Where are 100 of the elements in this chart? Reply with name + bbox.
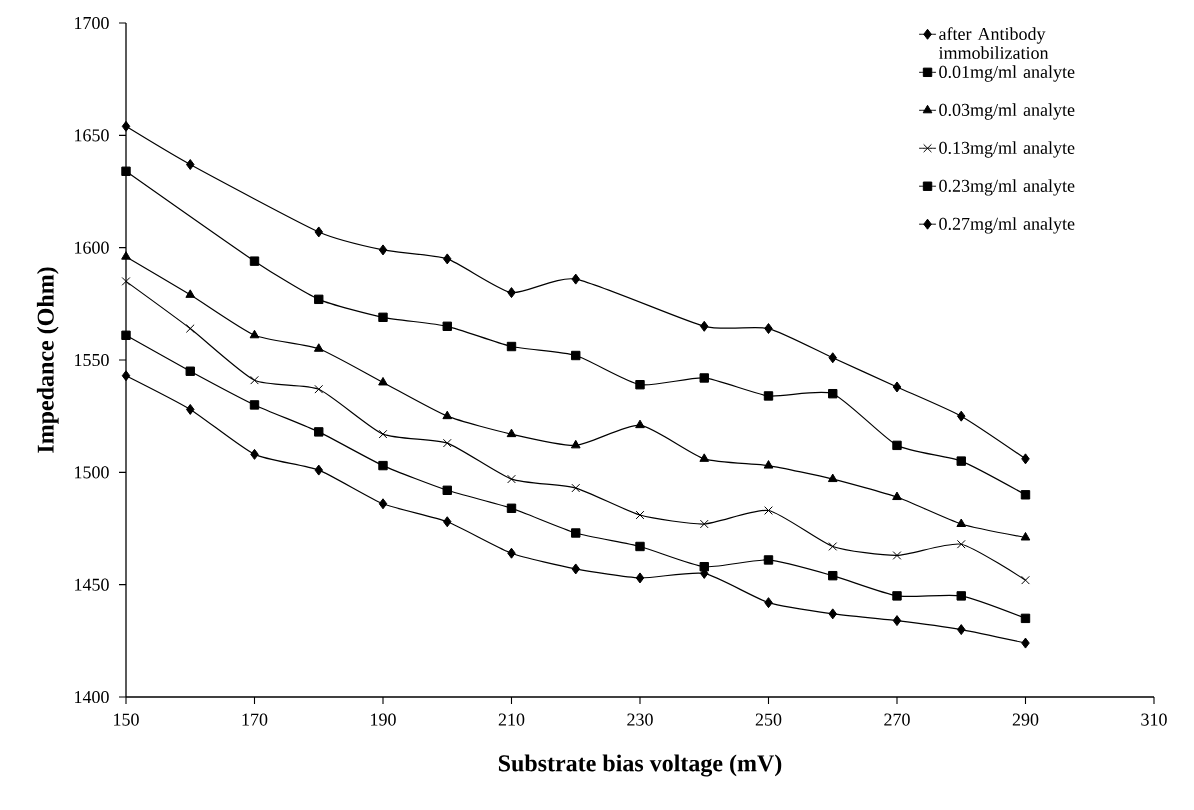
x-axis-title: Substrate bias voltage (mV) xyxy=(498,754,782,777)
point xyxy=(378,429,388,439)
point xyxy=(1020,531,1031,541)
point xyxy=(378,244,388,256)
point xyxy=(956,456,966,466)
x-tick-label: 170 xyxy=(242,713,268,726)
point xyxy=(378,376,388,386)
point xyxy=(828,570,838,581)
point xyxy=(506,341,517,352)
y-axis-title: Impedance (Ohm) xyxy=(36,267,59,453)
y-tick-label: 1650 xyxy=(75,129,109,142)
point xyxy=(892,551,902,560)
point xyxy=(442,438,452,448)
point xyxy=(507,474,516,484)
point xyxy=(121,330,131,340)
point xyxy=(699,519,709,529)
point xyxy=(956,591,966,601)
point xyxy=(828,542,838,551)
point xyxy=(571,273,580,285)
point xyxy=(892,440,902,451)
point xyxy=(249,400,260,410)
point xyxy=(313,343,324,352)
point xyxy=(121,251,131,260)
point xyxy=(635,510,645,520)
point xyxy=(571,528,581,538)
point xyxy=(956,518,967,527)
point xyxy=(635,572,645,584)
point xyxy=(763,460,774,469)
point xyxy=(378,460,388,471)
point xyxy=(185,366,195,376)
point xyxy=(506,428,517,438)
point xyxy=(571,483,581,493)
y-tick-label: 1550 xyxy=(75,353,109,367)
point xyxy=(443,516,452,528)
point xyxy=(892,381,902,393)
point xyxy=(957,624,966,636)
point xyxy=(378,498,388,510)
legend-label: after Antibody immobilization xyxy=(938,27,1049,60)
legend-label: 0.01mg/ml analyte xyxy=(939,65,1075,82)
x-tick-label: 310 xyxy=(1141,713,1167,726)
point xyxy=(828,389,838,399)
point xyxy=(507,287,516,299)
point xyxy=(571,350,581,361)
x-tick-label: 230 xyxy=(627,713,653,726)
point xyxy=(828,608,837,620)
point xyxy=(764,506,773,515)
point xyxy=(250,448,259,460)
legend-label: 0.27mg/ml analyte xyxy=(939,217,1075,234)
y-tick-label: 1400 xyxy=(75,690,109,704)
point xyxy=(827,473,838,483)
point xyxy=(121,370,131,382)
point xyxy=(763,555,774,565)
point xyxy=(570,439,581,449)
point xyxy=(121,120,131,132)
y-tick-label: 1500 xyxy=(75,466,109,479)
point xyxy=(506,503,517,513)
point xyxy=(1021,575,1030,585)
point xyxy=(442,485,452,495)
point xyxy=(314,464,323,476)
point xyxy=(185,324,195,333)
point xyxy=(314,384,324,394)
point xyxy=(764,323,773,335)
point xyxy=(121,276,131,286)
point xyxy=(1021,453,1030,465)
point xyxy=(314,427,324,437)
y-tick-label: 1700 xyxy=(75,16,109,30)
point xyxy=(635,419,645,429)
point xyxy=(699,453,710,462)
point xyxy=(442,410,453,420)
point xyxy=(185,289,196,298)
legend-label: 0.03mg/ml analyte xyxy=(939,103,1075,120)
point xyxy=(442,321,452,331)
point xyxy=(1020,490,1031,500)
y-tick-label: 1450 xyxy=(75,578,109,591)
point xyxy=(892,591,902,601)
point xyxy=(699,373,709,383)
x-tick-label: 250 xyxy=(755,713,782,726)
point xyxy=(763,391,774,401)
x-tick-label: 150 xyxy=(114,713,139,726)
x-tick-label: 190 xyxy=(371,713,396,726)
point xyxy=(249,329,260,339)
x-tick-label: 210 xyxy=(498,713,525,726)
point xyxy=(700,320,709,332)
point xyxy=(635,541,645,552)
x-tick-label: 290 xyxy=(1012,713,1039,726)
point xyxy=(121,166,131,176)
point xyxy=(507,547,516,559)
point xyxy=(1021,637,1030,649)
legend-label: 0.23mg/ml analyte xyxy=(939,179,1075,196)
legend-label: 0.13mg/ml analyte xyxy=(939,141,1075,158)
y-tick-label: 1600 xyxy=(75,241,109,254)
point xyxy=(186,159,195,171)
point xyxy=(764,597,773,609)
point xyxy=(314,294,324,305)
point xyxy=(250,375,259,385)
point xyxy=(957,410,966,422)
x-tick-label: 270 xyxy=(884,713,910,726)
point xyxy=(314,226,323,238)
point xyxy=(892,615,902,627)
point xyxy=(956,539,966,549)
